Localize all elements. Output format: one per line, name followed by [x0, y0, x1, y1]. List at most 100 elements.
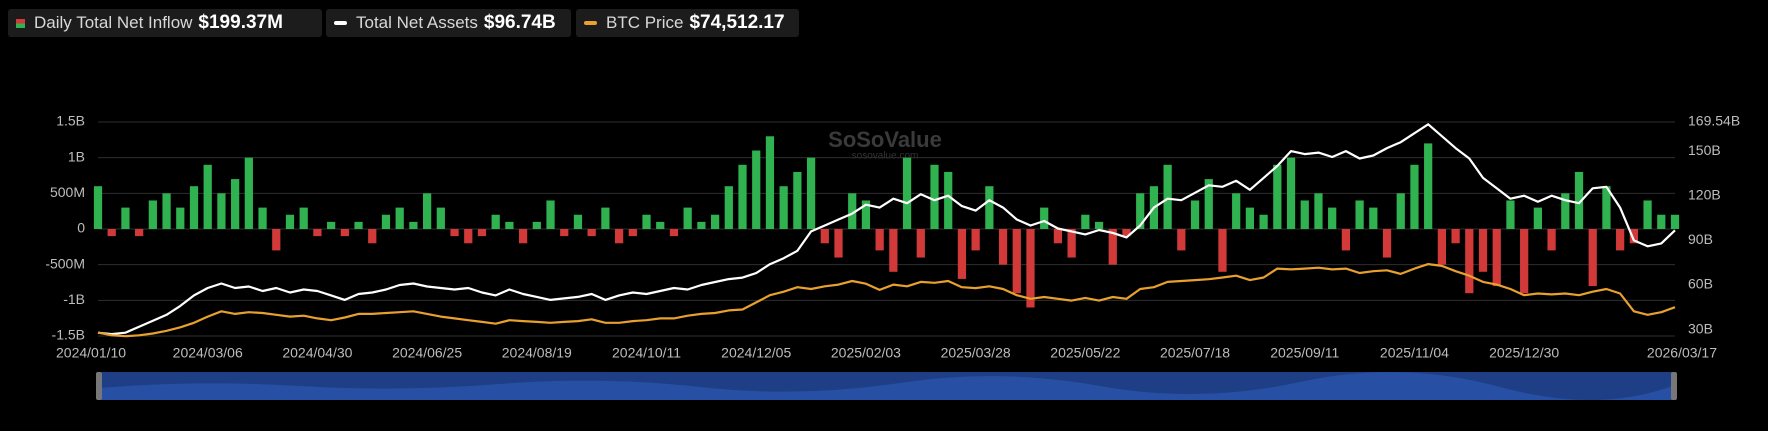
- watermark-site: sosovalue.com: [852, 151, 919, 162]
- bar: [1396, 193, 1405, 229]
- bar: [477, 229, 487, 237]
- legend-label: BTC Price: [606, 13, 684, 32]
- bar: [1492, 229, 1501, 287]
- bar: [669, 229, 679, 237]
- bar: [327, 221, 336, 229]
- bar: [162, 193, 171, 229]
- bar: [1081, 214, 1090, 229]
- bar: [1382, 229, 1392, 258]
- x-tick-label: 2024/08/19: [502, 345, 572, 361]
- bar: [614, 229, 624, 244]
- bar: [368, 229, 377, 244]
- bar: [176, 207, 185, 229]
- bar: [738, 164, 747, 229]
- bar: [1314, 193, 1323, 229]
- bar: [1163, 164, 1172, 229]
- bar: [244, 157, 253, 229]
- y2-tick-label: 90B: [1688, 231, 1713, 247]
- bar: [107, 229, 116, 237]
- y-tick-label: -1.5B: [52, 327, 85, 343]
- y-tick-label: 1.5B: [56, 113, 85, 129]
- bar: [518, 229, 528, 244]
- legend-marker: [584, 21, 597, 25]
- bar: [1341, 229, 1351, 251]
- navigator-handle[interactable]: [96, 372, 102, 400]
- bar: [1040, 207, 1049, 229]
- x-tick-label: 2025/11/04: [1380, 345, 1449, 361]
- bar: [957, 229, 967, 279]
- y2-tick-label: 169.54B: [1688, 113, 1740, 129]
- bar: [1355, 200, 1364, 229]
- bar: [1588, 229, 1597, 287]
- bar: [1533, 207, 1542, 229]
- y2-tick-label: 30B: [1688, 320, 1713, 336]
- bar: [189, 186, 199, 229]
- bar: [1478, 229, 1488, 272]
- bar: [491, 214, 500, 229]
- legend-item[interactable]: Total Net Assets $96.74B: [326, 9, 571, 37]
- legend-marker: [16, 18, 25, 28]
- y2-tick-label: 120B: [1688, 186, 1721, 202]
- x-tick-label: 2024/01/10: [56, 345, 126, 361]
- bar: [1177, 229, 1186, 251]
- bar: [656, 221, 665, 229]
- y-tick-label: 0: [77, 220, 85, 236]
- bar: [93, 186, 103, 229]
- bar: [546, 200, 555, 229]
- x-tick-label: 2025/02/03: [831, 345, 901, 361]
- navigator-handle[interactable]: [1671, 372, 1677, 400]
- bar: [464, 229, 473, 244]
- bar: [381, 214, 391, 229]
- bar: [422, 193, 432, 229]
- bar: [573, 214, 583, 229]
- bar: [848, 193, 857, 229]
- bar: [1204, 179, 1213, 229]
- bar: [272, 229, 281, 251]
- bar: [710, 214, 720, 229]
- bar: [1218, 229, 1227, 272]
- x-tick-label: 2025/07/18: [1160, 345, 1230, 361]
- bar: [642, 214, 651, 229]
- bar: [313, 229, 322, 237]
- bar: [1108, 229, 1117, 265]
- bar: [628, 229, 637, 237]
- bar: [820, 229, 829, 244]
- bar: [1657, 214, 1666, 229]
- bar: [560, 229, 569, 237]
- bar: [1026, 229, 1035, 308]
- bar: [1424, 143, 1433, 229]
- x-tick-label: 2024/10/11: [612, 345, 681, 361]
- bar: [930, 164, 939, 229]
- bar: [1245, 207, 1255, 229]
- bar: [1465, 229, 1474, 294]
- bar: [505, 221, 514, 229]
- bar: [1451, 229, 1460, 244]
- bar: [1259, 214, 1268, 229]
- bar: [258, 207, 267, 229]
- bar: [135, 229, 144, 237]
- bar: [601, 207, 610, 229]
- bar: [1670, 214, 1680, 229]
- bar: [971, 229, 980, 251]
- bar: [697, 221, 706, 229]
- legend-item[interactable]: Daily Total Net Inflow $199.37M: [8, 9, 322, 37]
- bar: [1643, 200, 1652, 229]
- bar: [450, 229, 459, 237]
- bar: [875, 229, 884, 251]
- legend-item[interactable]: BTC Price $74,512.17: [576, 9, 799, 37]
- legend-label: Total Net Assets: [356, 13, 478, 32]
- x-tick-label: 2024/04/30: [282, 345, 352, 361]
- y-tick-label: -1B: [63, 291, 85, 307]
- x-tick-label: 2025/09/11: [1270, 345, 1339, 361]
- bar: [861, 200, 871, 229]
- navigator-area: [98, 372, 1675, 401]
- bar: [203, 164, 212, 229]
- bar: [1574, 171, 1584, 229]
- bar: [1190, 200, 1200, 229]
- bar: [1410, 164, 1419, 229]
- bar: [340, 229, 349, 237]
- bar: [779, 186, 788, 229]
- bar: [806, 157, 816, 229]
- x-tick-label: 2025/12/30: [1489, 345, 1559, 361]
